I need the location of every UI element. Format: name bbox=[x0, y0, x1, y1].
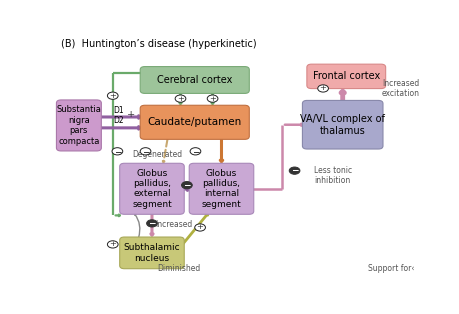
Circle shape bbox=[140, 148, 151, 155]
Text: −: − bbox=[183, 181, 190, 190]
Circle shape bbox=[107, 92, 118, 99]
Text: D2: D2 bbox=[113, 116, 124, 126]
Text: +: + bbox=[109, 92, 116, 100]
Text: −: − bbox=[191, 147, 199, 156]
Circle shape bbox=[146, 220, 157, 227]
Text: Substantia
nigra
pars
compacta: Substantia nigra pars compacta bbox=[56, 105, 101, 146]
FancyBboxPatch shape bbox=[140, 67, 249, 93]
Text: Caudate/putamen: Caudate/putamen bbox=[147, 117, 241, 127]
Circle shape bbox=[207, 95, 218, 102]
Text: Increased
excitation: Increased excitation bbox=[381, 79, 419, 98]
Text: Cerebral cortex: Cerebral cortex bbox=[157, 75, 232, 85]
FancyBboxPatch shape bbox=[140, 105, 249, 139]
FancyBboxPatch shape bbox=[302, 100, 382, 149]
Text: −: − bbox=[148, 219, 156, 228]
Text: Globus
pallidus,
external
segment: Globus pallidus, external segment bbox=[132, 169, 172, 209]
Text: +: + bbox=[177, 95, 184, 103]
Text: D1: D1 bbox=[113, 106, 124, 115]
FancyBboxPatch shape bbox=[189, 163, 253, 214]
Text: Less tonic
inhibition: Less tonic inhibition bbox=[313, 166, 352, 185]
Text: +: + bbox=[109, 241, 116, 248]
FancyBboxPatch shape bbox=[56, 100, 101, 151]
Text: VA/VL complex of
thalamus: VA/VL complex of thalamus bbox=[300, 114, 384, 136]
Circle shape bbox=[317, 85, 328, 92]
FancyBboxPatch shape bbox=[119, 237, 184, 269]
Text: Increased: Increased bbox=[155, 220, 192, 229]
Text: (B)  Huntington’s disease (hyperkinetic): (B) Huntington’s disease (hyperkinetic) bbox=[61, 39, 256, 49]
FancyBboxPatch shape bbox=[119, 163, 184, 214]
Text: +: + bbox=[209, 95, 216, 103]
Circle shape bbox=[107, 241, 118, 248]
Text: Diminished: Diminished bbox=[157, 264, 200, 273]
Text: −: − bbox=[290, 166, 298, 175]
Circle shape bbox=[112, 148, 123, 155]
Text: Degenerated: Degenerated bbox=[132, 150, 182, 160]
Text: −: − bbox=[113, 147, 121, 156]
Text: −: − bbox=[141, 147, 149, 156]
Circle shape bbox=[190, 148, 201, 155]
Text: +: + bbox=[126, 110, 134, 119]
Circle shape bbox=[181, 181, 192, 189]
Circle shape bbox=[175, 95, 185, 102]
Text: +: + bbox=[319, 84, 326, 92]
Circle shape bbox=[289, 167, 299, 174]
FancyBboxPatch shape bbox=[306, 64, 385, 89]
Text: Subthalamic
nucleus: Subthalamic nucleus bbox=[123, 243, 180, 263]
Text: Frontal cortex: Frontal cortex bbox=[312, 71, 379, 81]
Text: Globus
pallidus,
internal
segment: Globus pallidus, internal segment bbox=[201, 169, 241, 209]
Circle shape bbox=[194, 224, 205, 231]
Text: Support for‹: Support for‹ bbox=[367, 264, 413, 273]
Text: +: + bbox=[196, 224, 203, 231]
